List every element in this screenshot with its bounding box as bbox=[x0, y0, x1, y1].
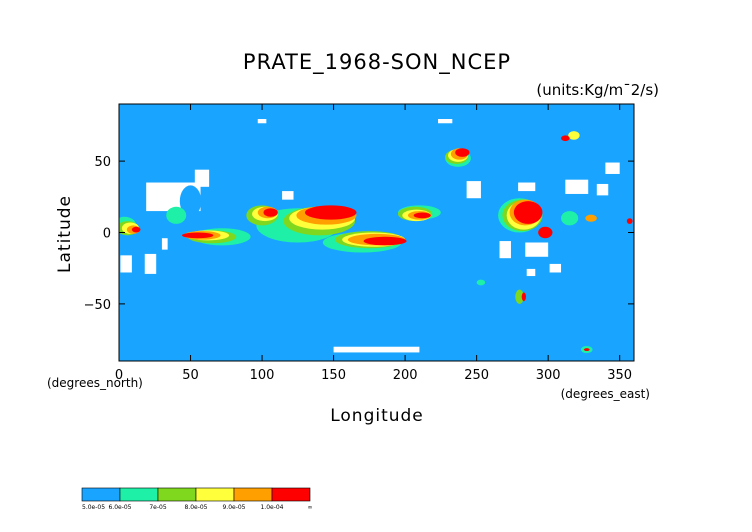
missing-data-region bbox=[526, 268, 536, 277]
precip-contour-level-5 bbox=[413, 212, 431, 219]
precip-contour-level-3 bbox=[568, 131, 580, 140]
x-tick-label: 250 bbox=[464, 368, 489, 383]
x-axis-title: Longitude bbox=[330, 406, 424, 426]
precip-contour-level-5 bbox=[521, 292, 526, 302]
units-label: (units:Kg/m¯2/s) bbox=[536, 81, 659, 99]
chart-title: PRATE_1968-SON_NCEP bbox=[243, 50, 511, 75]
missing-data-region bbox=[161, 238, 168, 250]
missing-data-region bbox=[144, 253, 157, 274]
x-tick-label: 300 bbox=[536, 368, 561, 383]
y-tick-label: 0 bbox=[103, 227, 111, 242]
missing-data-region bbox=[120, 255, 132, 273]
colorbar-label: 9.0e-05 bbox=[222, 504, 245, 511]
precip-contour-level-4 bbox=[585, 214, 597, 222]
precip-contour-level-0 bbox=[401, 223, 423, 242]
missing-data-region bbox=[333, 346, 420, 353]
precip-contour-level-5 bbox=[363, 236, 407, 246]
precip-contour-level-5 bbox=[455, 148, 470, 157]
precip-contour-level-5 bbox=[583, 348, 590, 352]
precip-contour-level-2 bbox=[515, 289, 524, 304]
x-tick-label: 200 bbox=[393, 368, 418, 383]
y-unit-label: (degrees_north) bbox=[47, 376, 143, 390]
precip-contour-level-5 bbox=[263, 208, 278, 217]
colorbar-label: 7e-05 bbox=[149, 504, 166, 511]
y-axis-title: Latitude bbox=[55, 195, 75, 273]
precip-contour-level-1 bbox=[561, 211, 579, 226]
colorbar-label: 5.0e-05 bbox=[82, 504, 105, 511]
colorbar: 5.0e-05 6.0e-05 7e-05 8.0e-05 9.0e-05 1.0e-04… bbox=[81, 487, 313, 511]
x-tick-label: 0 bbox=[115, 368, 123, 383]
precip-contour-level-5 bbox=[561, 135, 570, 142]
missing-data-region bbox=[257, 118, 267, 124]
precip-contour-level-1 bbox=[476, 279, 486, 286]
y-tick-label: −50 bbox=[84, 298, 111, 313]
missing-data-region bbox=[549, 263, 562, 273]
colorbar-label: 1.0e-04 bbox=[260, 504, 283, 511]
x-tick-label: 100 bbox=[250, 368, 275, 383]
missing-data-region bbox=[194, 169, 210, 187]
x-tick-label: 50 bbox=[182, 368, 199, 383]
y-axis-ticks: 50 0 −50 bbox=[84, 155, 634, 313]
y-tick-label: 50 bbox=[94, 155, 111, 170]
missing-data-region bbox=[565, 179, 589, 194]
precip-contour-level-5 bbox=[131, 226, 141, 233]
colorbar-swatch bbox=[157, 487, 197, 502]
missing-data-region bbox=[518, 182, 536, 192]
missing-data-region bbox=[525, 242, 549, 257]
colorbar-swatch bbox=[271, 487, 311, 502]
precip-contour-level-5 bbox=[181, 232, 214, 239]
precip-contour-level-1 bbox=[166, 206, 187, 224]
precip-contour-level-5 bbox=[513, 201, 543, 224]
x-unit-label: (degrees_east) bbox=[561, 387, 650, 401]
precip-contour-level-0 bbox=[179, 185, 202, 217]
colorbar-label: 6.0e-05 bbox=[108, 504, 131, 511]
missing-data-region bbox=[605, 162, 620, 174]
colorbar-swatch bbox=[195, 487, 235, 502]
colorbar-label: ∞ bbox=[308, 504, 313, 511]
precip-contour-level-5 bbox=[304, 205, 357, 220]
missing-data-region bbox=[282, 191, 294, 200]
map-plot-area bbox=[118, 103, 635, 362]
colorbar-label: 8.0e-05 bbox=[184, 504, 207, 511]
x-tick-label: 150 bbox=[321, 368, 346, 383]
x-axis-ticks: 0 50 100 150 200 250 300 350 bbox=[115, 104, 632, 383]
precip-contour-level-0 bbox=[449, 209, 476, 227]
precip-contour-level-5 bbox=[626, 218, 633, 224]
missing-data-region bbox=[438, 118, 453, 124]
precip-contour-level-5 bbox=[538, 226, 553, 239]
colorbar-swatch bbox=[81, 487, 121, 502]
missing-data-region bbox=[499, 241, 511, 259]
missing-data-region bbox=[466, 181, 481, 199]
missing-data-region bbox=[596, 183, 609, 196]
colorbar-swatch bbox=[233, 487, 273, 502]
x-tick-label: 350 bbox=[607, 368, 632, 383]
colorbar-swatch bbox=[119, 487, 159, 502]
precip-contour-level-0 bbox=[120, 239, 130, 254]
